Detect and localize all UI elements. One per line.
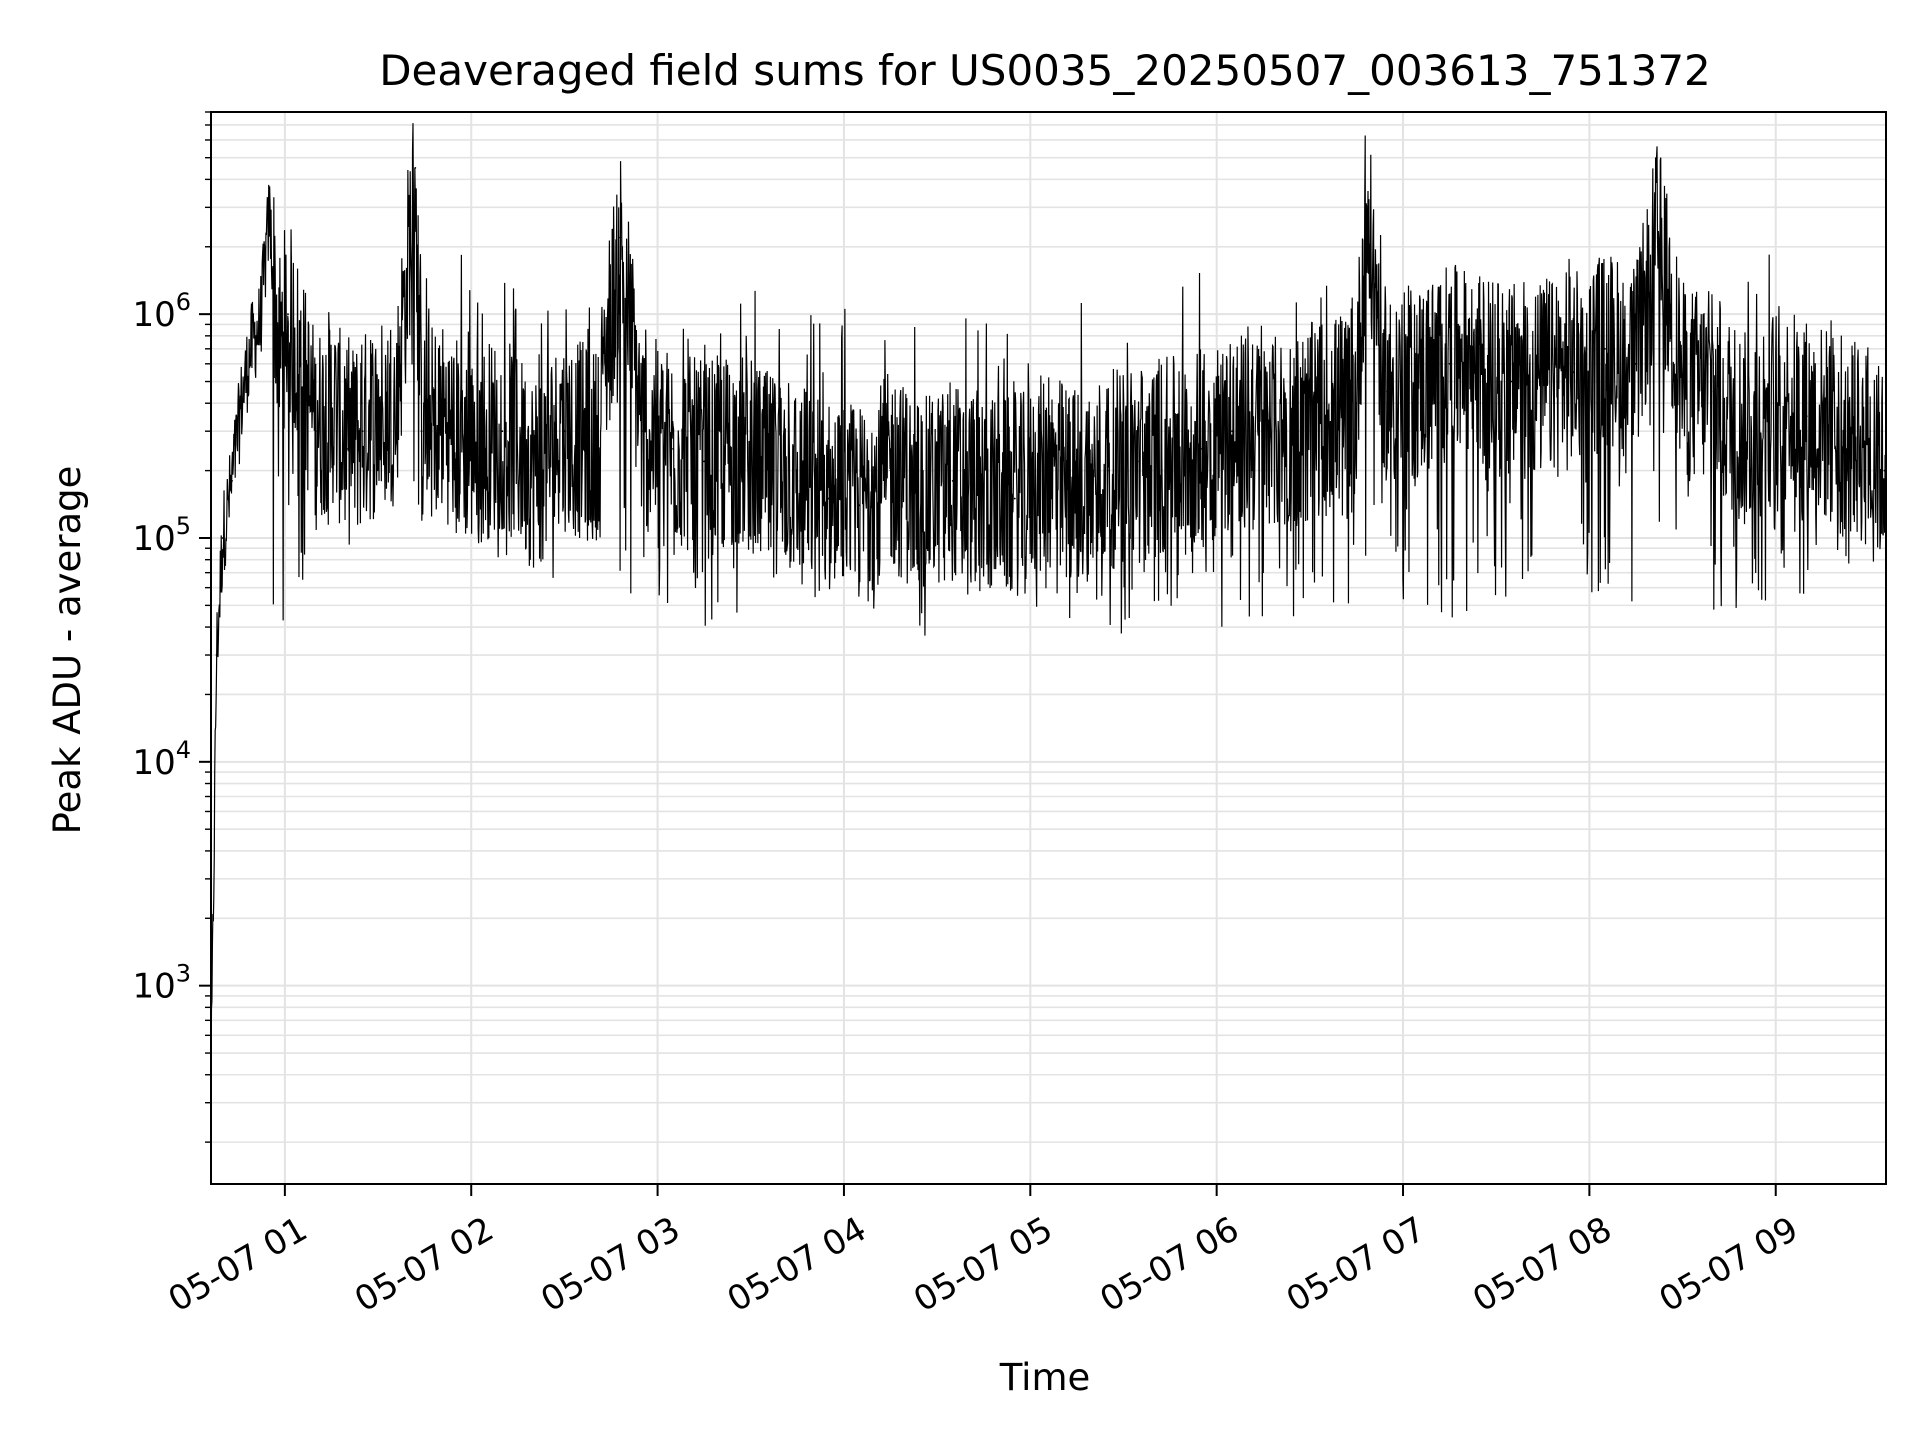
data-point <box>470 448 473 450</box>
data-point <box>1805 415 1808 418</box>
data-point <box>1868 448 1870 450</box>
data-point <box>1479 371 1482 374</box>
data-point <box>1364 213 1367 215</box>
data-point <box>889 469 892 472</box>
data-point <box>1635 362 1637 365</box>
data-point <box>377 415 379 418</box>
data-point <box>858 504 861 507</box>
data-point <box>1200 448 1203 450</box>
data-point <box>1107 469 1109 472</box>
data-point <box>1044 469 1047 472</box>
data-point <box>231 479 233 482</box>
data-point <box>1712 390 1715 393</box>
data-point <box>1836 430 1839 433</box>
data-point <box>277 347 280 350</box>
y-tick-exponent: 4 <box>176 736 191 764</box>
data-point <box>765 469 768 472</box>
y-tick-label: 103 <box>132 960 191 1007</box>
data-point <box>827 497 830 500</box>
data-point <box>563 430 566 433</box>
data-point <box>532 469 535 472</box>
data-point <box>1541 380 1544 383</box>
data-point <box>1013 497 1016 500</box>
data-point <box>299 362 302 365</box>
data-point <box>361 430 364 433</box>
data-point <box>1604 347 1606 350</box>
y-tick-base: 10 <box>132 295 175 335</box>
data-point <box>1138 460 1140 463</box>
y-tick-label: 106 <box>132 288 191 335</box>
data-point <box>1231 430 1234 433</box>
y-tick-base: 10 <box>132 967 175 1007</box>
data-point <box>1169 456 1171 458</box>
data-point <box>1417 380 1420 383</box>
data-point <box>1572 371 1575 374</box>
data-point <box>215 654 218 656</box>
data-point <box>594 448 597 450</box>
data-point <box>672 448 675 450</box>
data-point <box>259 323 261 326</box>
data-point <box>982 491 985 494</box>
data-point <box>501 430 504 433</box>
y-tick-base: 10 <box>132 743 175 783</box>
data-point <box>439 415 442 418</box>
data-point <box>1774 402 1777 405</box>
series-layer <box>209 123 1887 1144</box>
data-point <box>395 402 398 405</box>
data-point <box>1324 415 1327 418</box>
data-point <box>796 479 799 482</box>
data-point <box>641 430 643 433</box>
data-point <box>1743 430 1746 433</box>
y-axis-label: Peak ADU - average <box>46 466 89 835</box>
data-point <box>249 347 252 350</box>
y-tick-label: 105 <box>132 512 191 559</box>
data-point <box>1386 390 1389 393</box>
data-point <box>315 430 317 433</box>
data-point <box>1510 380 1513 383</box>
data-point <box>1293 430 1296 433</box>
data-point <box>330 402 333 405</box>
data-point <box>268 213 271 215</box>
y-tick-base: 10 <box>132 519 175 559</box>
data-point <box>619 236 622 239</box>
data-point <box>1075 485 1078 488</box>
data-point <box>287 313 289 316</box>
series-line <box>210 123 1887 1107</box>
y-tick-label: 104 <box>132 736 191 783</box>
data-point <box>1656 236 1659 239</box>
data-point <box>346 448 348 450</box>
y-tick-exponent: 5 <box>176 512 191 540</box>
data-point <box>1448 362 1451 365</box>
x-axis-label: Time <box>999 1356 1091 1399</box>
data-point <box>1355 402 1358 405</box>
chart-title: Deaveraged field sums for US0035_2025050… <box>379 46 1711 95</box>
y-tick-exponent: 3 <box>176 960 191 988</box>
data-point <box>920 497 923 500</box>
plot-frame <box>210 111 1887 1185</box>
data-point <box>1681 380 1684 383</box>
data-point <box>221 537 224 539</box>
y-tick-exponent: 6 <box>176 288 191 316</box>
data-point <box>703 460 706 463</box>
data-point <box>1883 469 1886 472</box>
data-point <box>240 402 243 405</box>
data-point <box>414 167 417 169</box>
data-point <box>420 430 423 433</box>
data-point <box>734 448 737 450</box>
data-point <box>951 479 954 482</box>
data-point <box>1262 437 1265 439</box>
